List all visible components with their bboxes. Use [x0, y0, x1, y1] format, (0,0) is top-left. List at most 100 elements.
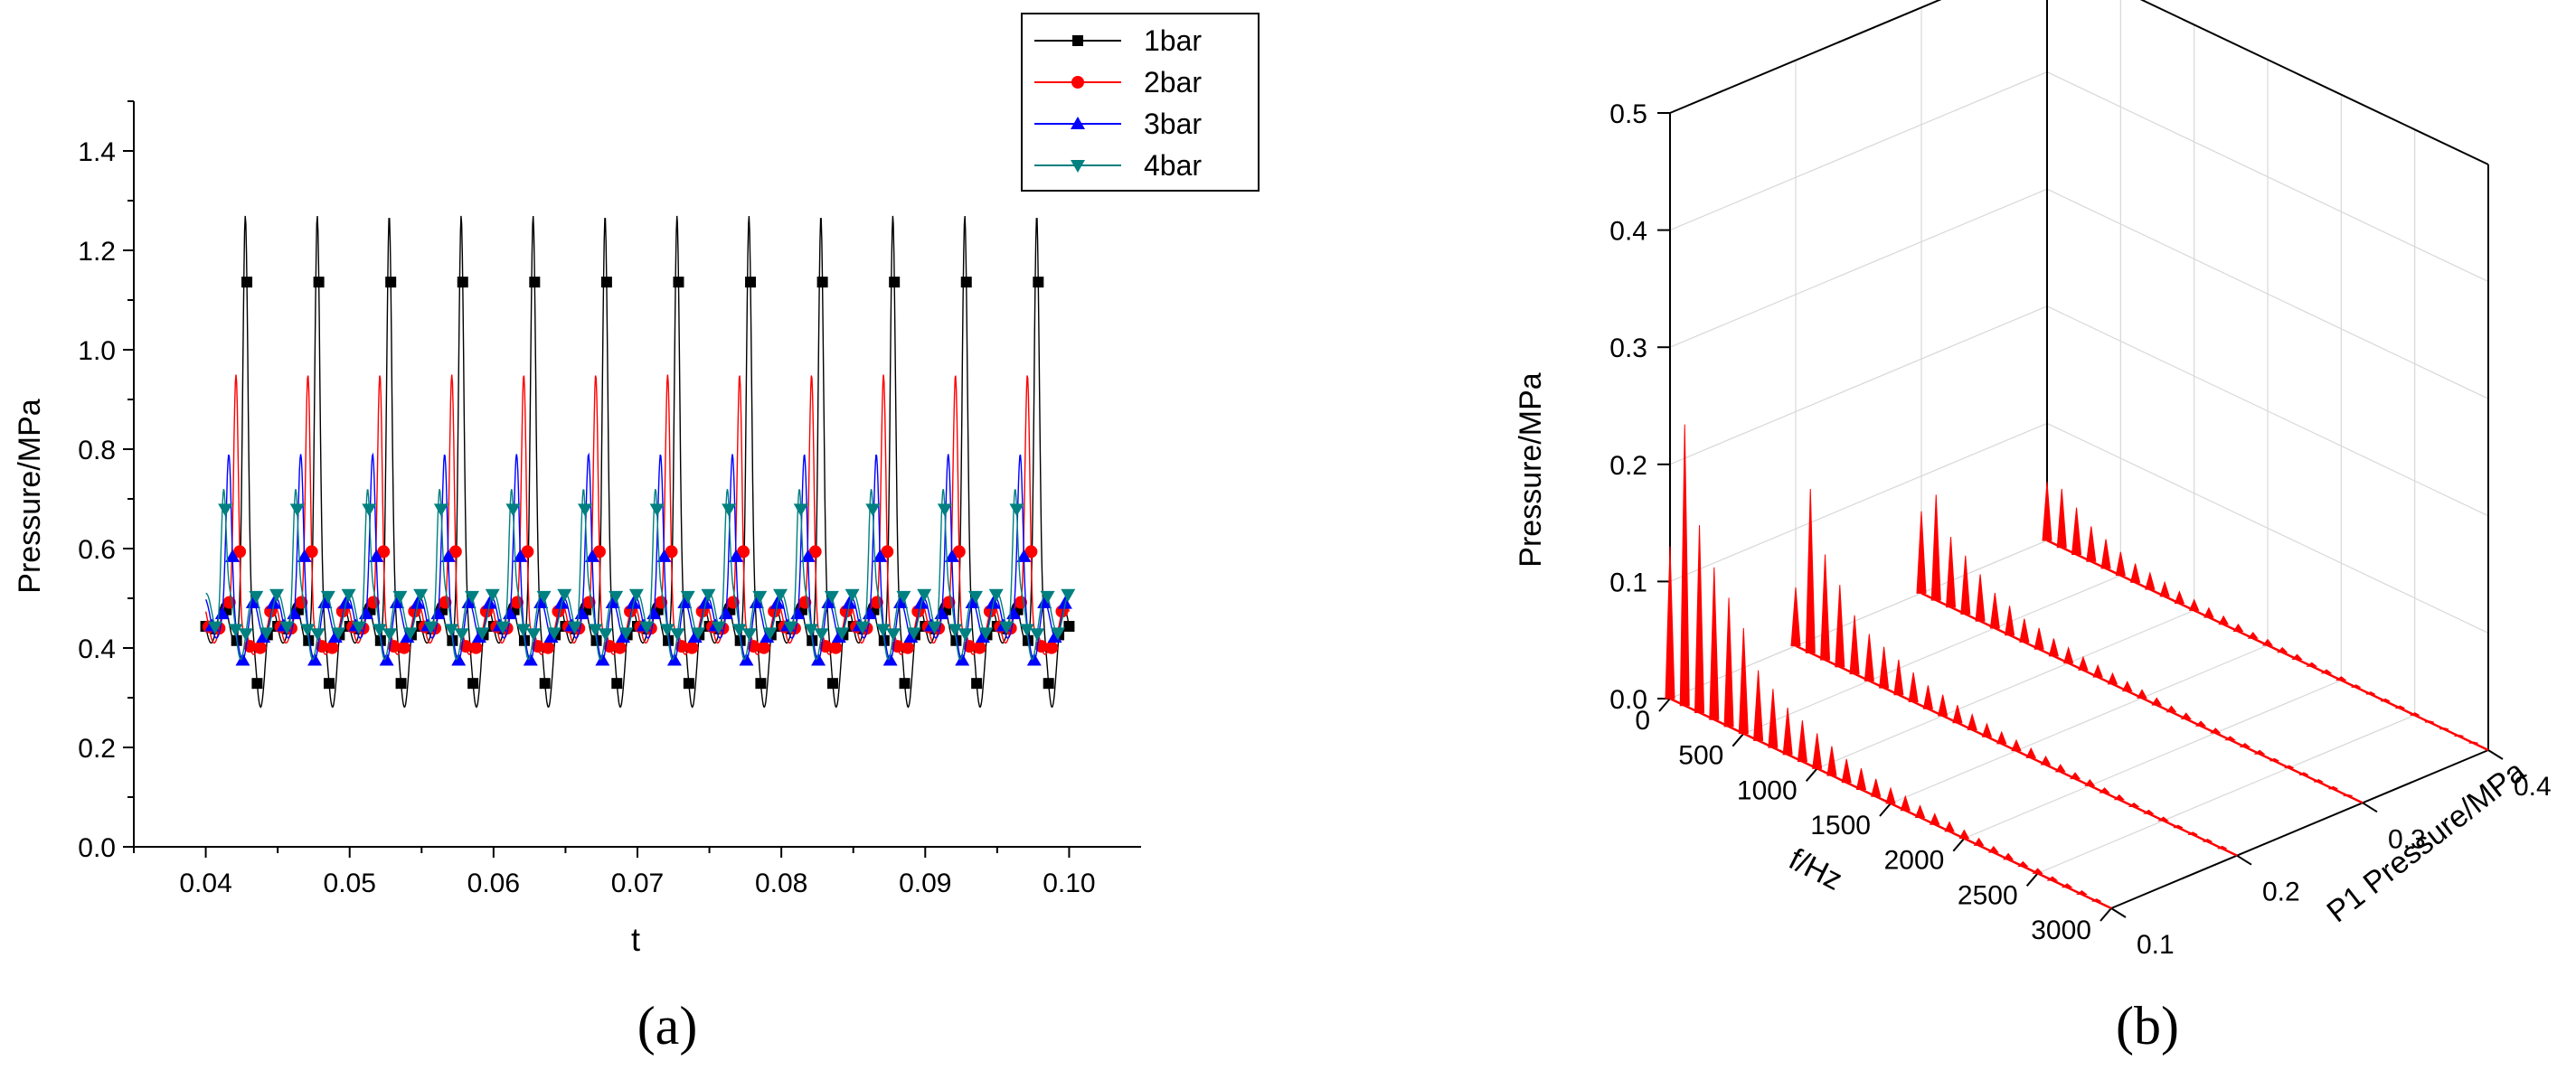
chart-a-point-2bar	[685, 641, 699, 654]
chart-a-point-1bar	[539, 678, 551, 690]
chart-a-legend-label: 3bar	[1144, 108, 1202, 140]
chart-a-point-4bar	[927, 621, 942, 634]
chart-a-point-4bar	[804, 624, 819, 637]
chart-b-peak	[2099, 787, 2110, 794]
chart-b-peak	[2328, 785, 2338, 790]
chart-b-ztick-label: 0.1	[1609, 568, 1647, 597]
chart-b-peak	[2174, 590, 2185, 605]
chart-a-point-1bar	[241, 277, 253, 288]
chart-a-ytick-label: 0.0	[78, 833, 116, 863]
chart-a-point-4bar	[526, 628, 542, 642]
chart-a-ytick-label: 0.8	[78, 436, 116, 465]
chart-a-point-4bar	[300, 624, 316, 637]
chart-a-point-4bar	[711, 621, 726, 634]
chart-a-point-4bar	[320, 590, 335, 604]
chart-b-peak	[2187, 831, 2198, 835]
chart-b-peak	[2086, 526, 2097, 562]
chart-b-peak	[1973, 837, 1985, 846]
chart-a-point-4bar	[835, 627, 850, 641]
chart-b-peak	[2224, 736, 2237, 741]
chart-b-peak	[1879, 646, 1890, 689]
chart-b-peak	[1996, 730, 2007, 745]
chart-b-gridline	[1890, 644, 2269, 804]
chart-b-gridline	[1669, 71, 2048, 231]
chart-b-peak	[1989, 593, 2000, 629]
chart-b-peak	[1960, 555, 1971, 615]
chart-a-point-2bar	[1045, 641, 1059, 654]
chart-b-peak	[2269, 757, 2279, 762]
chart-b-peak	[2203, 839, 2213, 842]
chart-a-point-1bar	[385, 277, 397, 288]
chart-b-gridline	[1669, 540, 2048, 700]
chart-a-point-4bar	[937, 503, 952, 517]
chart-b-spectrum-0.4	[2042, 482, 2489, 752]
chart-a-point-4bar	[289, 503, 305, 517]
chart-b-peak	[2166, 705, 2177, 713]
chart-a-point-3bar	[440, 549, 456, 562]
chart-a-point-4bar	[609, 590, 624, 604]
chart-b-peak	[1864, 634, 1874, 681]
chart-a-xlabel: t	[631, 921, 640, 958]
chart-a-point-2bar	[757, 641, 770, 654]
chart-b-peak	[1679, 424, 1690, 707]
chart-a-point-4bar	[331, 627, 346, 641]
chart-a-point-4bar	[875, 624, 891, 637]
chart-a-point-4bar	[475, 627, 490, 641]
chart-b-edge	[2025, 872, 2039, 887]
chart-a-point-4bar	[967, 590, 983, 604]
chart-a-ytick-label: 1.4	[78, 137, 116, 167]
chart-a-point-1bar	[251, 678, 263, 690]
chart-b-peak	[2121, 681, 2133, 692]
chart-b-peak	[1967, 712, 1977, 730]
chart-b-peak	[2439, 727, 2449, 730]
chart-b-gridline	[2037, 714, 2415, 874]
chart-b-gridline	[1964, 680, 2342, 840]
chart-b-ztick-label: 0.0	[1609, 685, 1647, 715]
chart-a: 0.0 0.2 0.4 0.6 0.8 1.0 1.2 1.4 0.04 0.05 0.06 0.07…	[13, 13, 1260, 1056]
chart-a-point-3bar	[400, 630, 415, 643]
chart-a-point-3bar	[379, 653, 394, 666]
chart-b-peak	[2291, 653, 2303, 660]
chart-b-peak	[2306, 662, 2318, 667]
chart-b-peak	[2313, 778, 2324, 783]
chart-b-edge	[2110, 749, 2489, 909]
chart-a-xtick-label: 0.06	[467, 869, 520, 898]
chart-a-point-3bar	[307, 653, 323, 666]
chart-a-ytick-label: 0.6	[78, 535, 116, 565]
chart-a-point-2bar	[901, 641, 914, 654]
chart-b-peak	[1914, 804, 1926, 818]
chart-b-peak	[2107, 671, 2118, 685]
chart-b-peak	[1835, 585, 1845, 668]
chart-a-point-4bar	[485, 588, 500, 602]
chart-b-peak	[2129, 563, 2141, 583]
chart-a-legend-label: 2bar	[1144, 66, 1202, 99]
chart-a-point-4bar	[639, 621, 655, 634]
chart-a-point-4bar	[1019, 624, 1034, 637]
chart-a-point-4bar	[207, 621, 222, 634]
chart-a-point-3bar	[955, 653, 970, 666]
chart-b-peak	[1790, 587, 1801, 647]
chart-b-xtick-label: 2500	[1958, 880, 2018, 910]
chart-a-point-1bar	[816, 277, 828, 288]
chart-a-point-3bar	[235, 653, 250, 666]
chart-a-point-4bar	[578, 503, 593, 517]
chart-a-point-4bar	[454, 628, 469, 642]
chart-a-point-4bar	[958, 628, 973, 642]
chart-a-point-3bar	[831, 630, 846, 643]
chart-a-legend-marker	[1071, 76, 1084, 89]
chart-a-point-3bar	[666, 653, 682, 666]
chart-b-peak	[1812, 733, 1823, 769]
chart-b-gridline	[1816, 609, 2194, 769]
chart-b-peak	[2410, 712, 2420, 716]
chart-a-point-1bar	[323, 678, 335, 690]
chart-a-point-2bar	[592, 545, 606, 559]
chart-b-peak	[1938, 694, 1949, 717]
chart-a-point-2bar	[448, 545, 462, 559]
chart-a-point-4bar	[546, 627, 561, 641]
chart-b-peak	[2395, 705, 2405, 709]
chart-b-edge	[1669, 0, 1942, 114]
chart-a-point-4bar	[505, 503, 521, 517]
chart-b-peak	[2454, 734, 2464, 737]
chart-a-point-3bar	[225, 549, 241, 562]
chart-a-point-4bar	[249, 590, 264, 604]
